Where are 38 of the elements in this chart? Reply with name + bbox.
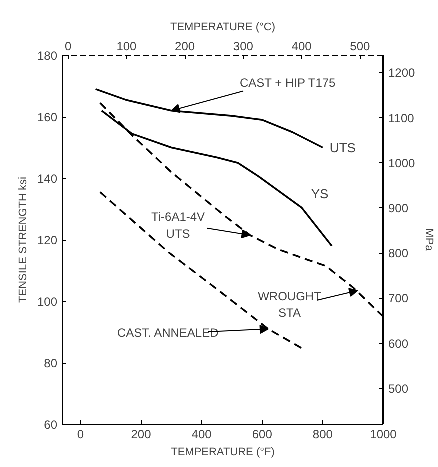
y2-tick-label: 1200	[388, 66, 416, 80]
annotation: WROUGHT STA	[258, 289, 322, 320]
series-label: YS	[311, 186, 330, 202]
x2-tick-label: 500	[350, 40, 370, 54]
y2-tick-label: 1100	[388, 111, 415, 126]
x-tick-label: 600	[252, 428, 273, 442]
annotation: CAST + HIP T175	[240, 76, 336, 90]
x2-tick-label: 300	[233, 40, 254, 54]
x-tick-label: 800	[312, 428, 334, 442]
annotation: Ti-6A1-4V UTS	[151, 210, 206, 241]
x-tick-label: 200	[131, 428, 152, 442]
y2-tick-label: 500	[388, 382, 409, 396]
y-tick-label: 180	[37, 49, 58, 63]
annotation: CAST. ANNEALED	[117, 326, 220, 340]
y2-tick-label: 1000	[388, 156, 416, 170]
y2-tick-label: 900	[388, 201, 409, 216]
x2-tick-label: 200	[175, 40, 196, 54]
y2-axis-title: MPa	[423, 228, 436, 252]
x2-tick-label: 400	[292, 40, 312, 54]
y-tick-label: 160	[37, 110, 58, 124]
x2-axis-title: TEMPERATURE (°C)	[170, 22, 276, 34]
line-series	[94, 88, 324, 149]
y-axis-title: TENSILE STRENGTH ksi	[17, 177, 30, 303]
x2-tick-label: 0	[65, 40, 72, 54]
x-tick-label: 400	[192, 428, 212, 442]
x-tick-label: 1000	[370, 428, 398, 442]
x-axis-title: TEMPERATURE (°F)	[171, 446, 275, 458]
y-tick-label: 140	[37, 172, 58, 186]
y2-tick-label: 600	[388, 336, 409, 351]
y2-tick-label: 800	[388, 246, 409, 261]
y-tick-label: 60	[44, 418, 58, 432]
series-label: UTS	[330, 140, 356, 156]
x2-tick-label: 100	[116, 40, 138, 54]
x-tick-label: 0	[77, 428, 84, 442]
y-tick-label: 120	[37, 234, 58, 248]
y2-tick-label: 700	[388, 292, 409, 306]
y-tick-label: 100	[37, 295, 58, 309]
y-tick-label: 80	[44, 356, 58, 370]
